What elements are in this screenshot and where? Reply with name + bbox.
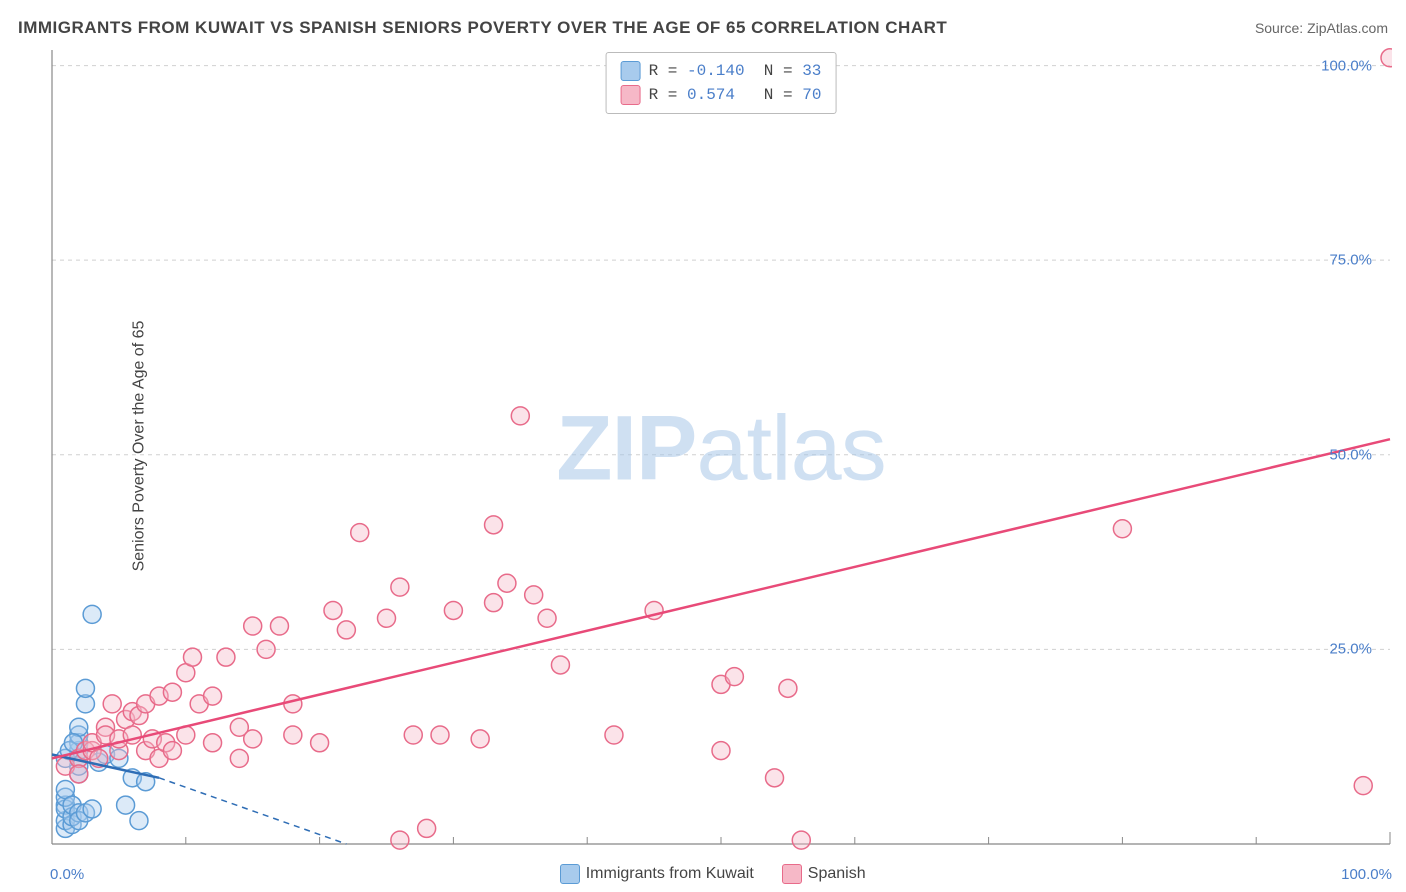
stats-row-kuwait: R = -0.140 N = 33 (621, 59, 822, 83)
n-value-kuwait: 33 (802, 59, 821, 83)
legend-kuwait: Immigrants from Kuwait (560, 864, 754, 884)
stats-legend: R = -0.140 N = 33 R = 0.574 N = 70 (606, 52, 837, 114)
scatter-chart-svg (50, 48, 1392, 850)
swatch-spanish (621, 85, 641, 105)
chart-area: ZIPatlas R = -0.140 N = 33 R = 0.574 N =… (50, 48, 1392, 850)
legend-spanish-label: Spanish (808, 865, 866, 883)
swatch-spanish-icon (782, 864, 802, 884)
source-attribution: Source: ZipAtlas.com (1255, 20, 1388, 36)
swatch-kuwait-icon (560, 864, 580, 884)
y-tick-label: 50.0% (1329, 446, 1372, 463)
x-axis-footer: 0.0% Immigrants from Kuwait Spanish 100.… (50, 864, 1392, 884)
r-value-spanish: 0.574 (687, 83, 735, 107)
r-value-kuwait: -0.140 (687, 59, 745, 83)
y-tick-label: 25.0% (1329, 641, 1372, 658)
x-tick-max: 100.0% (1341, 866, 1392, 883)
swatch-kuwait (621, 61, 641, 81)
stats-row-spanish: R = 0.574 N = 70 (621, 83, 822, 107)
chart-title: IMMIGRANTS FROM KUWAIT VS SPANISH SENIOR… (18, 18, 947, 38)
x-tick-min: 0.0% (50, 866, 84, 883)
source-name: ZipAtlas.com (1307, 20, 1388, 36)
source-prefix: Source: (1255, 20, 1307, 36)
n-value-spanish: 70 (802, 83, 821, 107)
legend-kuwait-label: Immigrants from Kuwait (586, 865, 754, 883)
y-tick-label: 100.0% (1321, 57, 1372, 74)
legend-spanish: Spanish (782, 864, 866, 884)
y-tick-label: 75.0% (1329, 252, 1372, 269)
series-legend: Immigrants from Kuwait Spanish (560, 864, 866, 884)
